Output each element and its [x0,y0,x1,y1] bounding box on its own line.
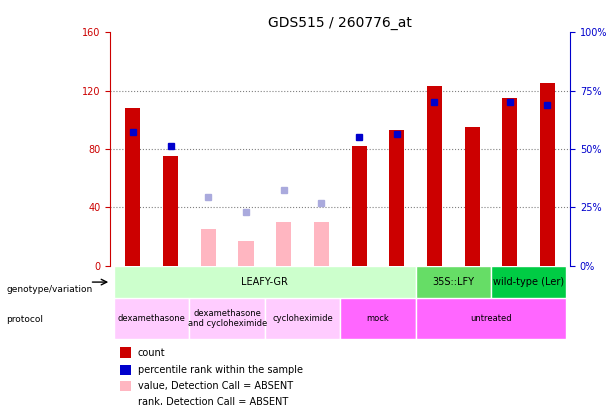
Bar [427,86,442,266]
Text: count: count [138,347,166,358]
Text: dexamethasone
and cycloheximide: dexamethasone and cycloheximide [188,309,267,328]
Bar [120,365,131,375]
Bar [120,347,131,358]
Text: mock: mock [367,314,389,323]
FancyBboxPatch shape [114,298,189,339]
Bar [120,397,131,405]
Text: LEAFY-GR: LEAFY-GR [242,277,288,287]
Bar [389,130,405,266]
Bar [314,222,329,266]
FancyBboxPatch shape [189,298,265,339]
Bar [238,241,254,266]
FancyBboxPatch shape [491,266,566,298]
Text: untreated: untreated [470,314,512,323]
Bar [126,108,140,266]
FancyBboxPatch shape [114,266,416,298]
FancyBboxPatch shape [416,298,566,339]
Title: GDS515 / 260776_at: GDS515 / 260776_at [268,16,412,30]
FancyBboxPatch shape [416,266,491,298]
Bar [163,156,178,266]
FancyBboxPatch shape [265,298,340,339]
Bar [351,146,367,266]
Bar [276,222,291,266]
FancyBboxPatch shape [340,298,416,339]
Bar [540,83,555,266]
Text: genotype/variation: genotype/variation [6,285,93,294]
Text: wild-type (Ler): wild-type (Ler) [493,277,564,287]
Bar [502,98,517,266]
Bar [465,127,479,266]
Text: protocol: protocol [6,315,43,324]
Bar [201,229,216,266]
Text: percentile rank within the sample: percentile rank within the sample [138,365,303,375]
Text: cycloheximide: cycloheximide [272,314,333,323]
Text: 35S::LFY: 35S::LFY [432,277,474,287]
Bar [120,381,131,391]
Text: rank, Detection Call = ABSENT: rank, Detection Call = ABSENT [138,397,288,405]
Text: dexamethasone: dexamethasone [118,314,186,323]
Text: value, Detection Call = ABSENT: value, Detection Call = ABSENT [138,381,293,391]
